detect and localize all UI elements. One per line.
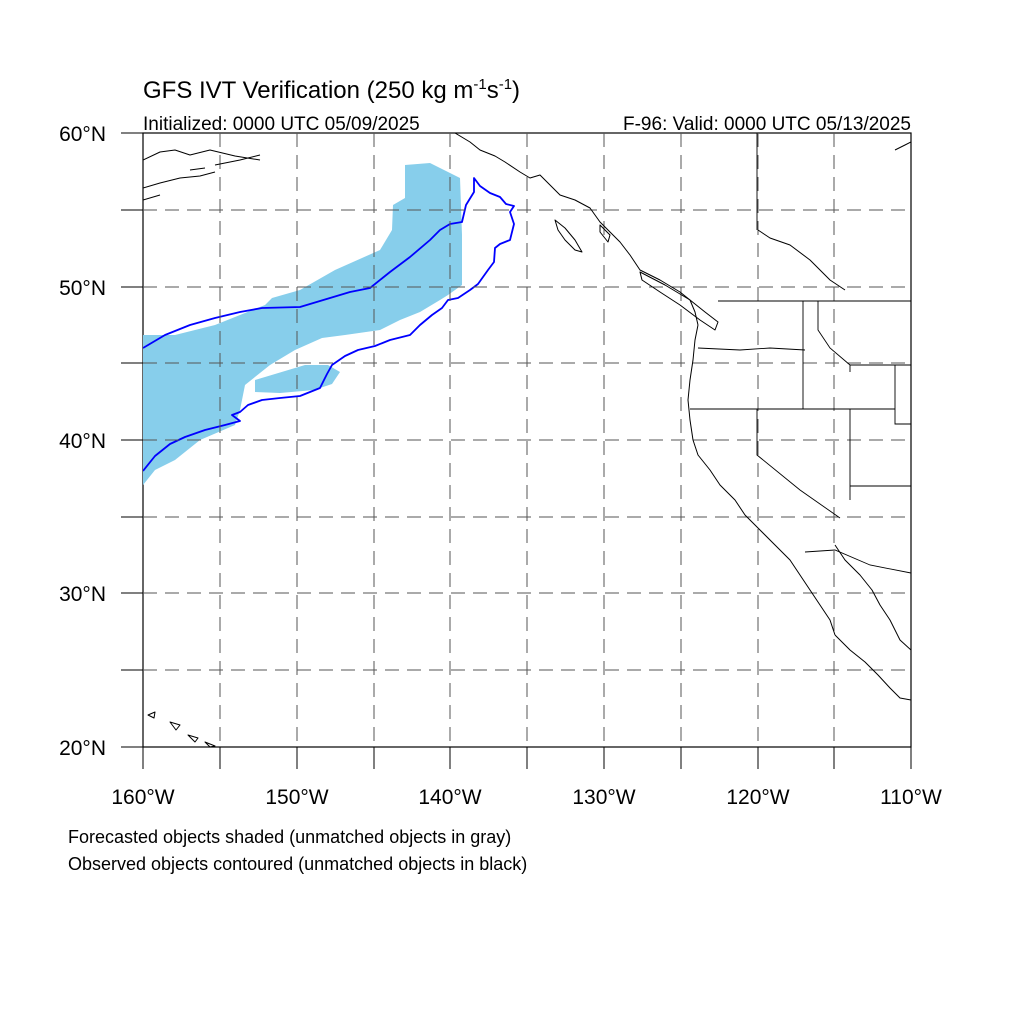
washington-oregon-border xyxy=(697,347,806,351)
utah-nevada-border xyxy=(849,409,911,500)
lat-label: 20°N xyxy=(59,737,106,760)
observed-ivt-contour xyxy=(143,177,515,472)
forecast-ivt-object xyxy=(143,163,462,485)
lon-label: 130°W xyxy=(572,786,635,809)
lat-label: 30°N xyxy=(59,583,106,606)
political-borders xyxy=(690,133,911,574)
lat-label: 60°N xyxy=(59,123,106,146)
idaho-border xyxy=(802,301,851,409)
lon-label: 140°W xyxy=(418,786,481,809)
baja-gulf-coast xyxy=(834,544,911,701)
gulf-of-alaska-coast xyxy=(454,133,699,326)
us-mexico-border xyxy=(804,549,911,574)
lon-label: 110°W xyxy=(880,786,942,809)
hawaii-islands xyxy=(147,711,216,747)
montana-wyoming-border xyxy=(850,364,911,425)
map-content xyxy=(143,133,911,747)
legend-forecast-text: Forecasted objects shaded (unmatched obj… xyxy=(68,827,511,847)
lat-label: 50°N xyxy=(59,277,106,300)
coastlines xyxy=(143,133,911,747)
lon-label: 160°W xyxy=(111,786,174,809)
lat-label: 40°N xyxy=(59,430,106,453)
alaska-peninsula-coast xyxy=(143,149,261,201)
nevada-california-border xyxy=(756,409,841,519)
lon-label: 120°W xyxy=(726,786,789,809)
init-time-label: Initialized: 0000 UTC 05/09/2025 xyxy=(143,114,420,135)
axis-ticks xyxy=(121,132,912,769)
us-west-coast xyxy=(687,324,836,636)
bc-islands-coast xyxy=(554,219,719,331)
lon-label: 150°W xyxy=(265,786,328,809)
graticule xyxy=(143,133,911,747)
hudson-bay-edge xyxy=(757,141,911,291)
map-title: GFS IVT Verification (250 kg m-1s-1) xyxy=(143,76,520,104)
valid-time-label: F-96: Valid: 0000 UTC 05/13/2025 xyxy=(623,114,911,135)
legend-observed-text: Observed objects contoured (unmatched ob… xyxy=(68,854,527,874)
